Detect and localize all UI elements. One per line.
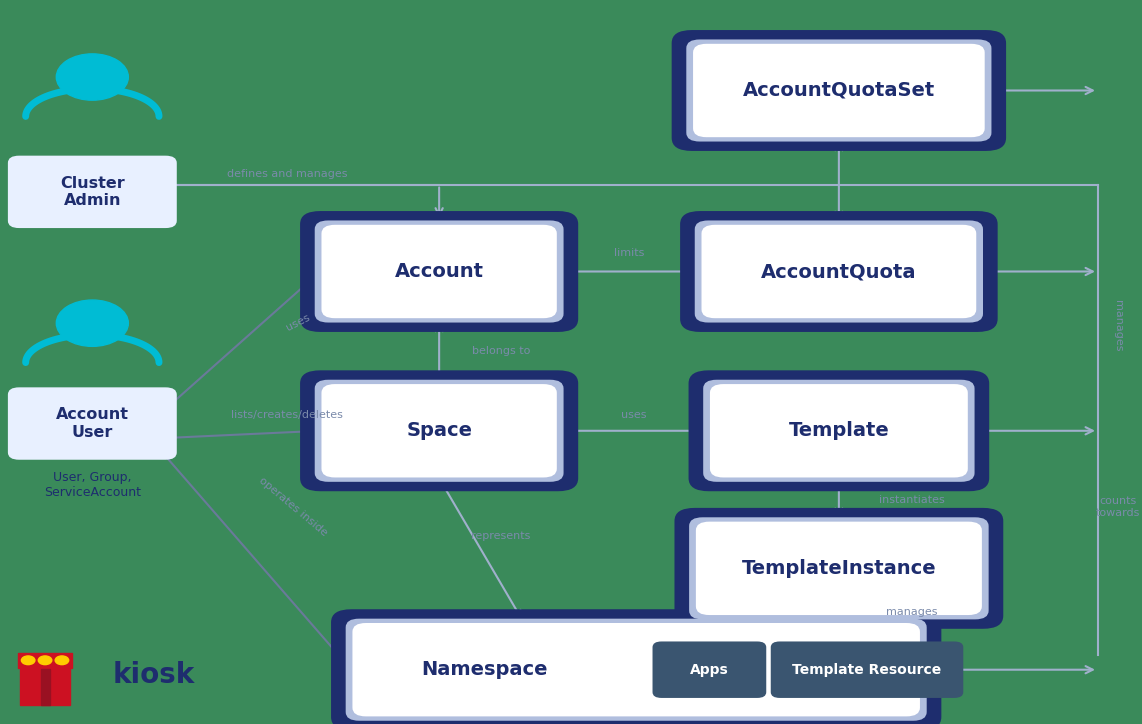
FancyBboxPatch shape (315, 220, 563, 323)
Circle shape (22, 656, 35, 665)
Text: AccountQuotaSet: AccountQuotaSet (742, 81, 935, 100)
Text: Template: Template (788, 421, 890, 440)
Text: Account: Account (395, 262, 484, 281)
FancyArrowPatch shape (835, 481, 843, 515)
Text: User, Group,
ServiceAccount: User, Group, ServiceAccount (43, 471, 140, 499)
Text: instantiates: instantiates (879, 494, 944, 505)
FancyBboxPatch shape (300, 370, 578, 491)
Text: AccountQuota: AccountQuota (761, 262, 917, 281)
Text: uses: uses (620, 410, 646, 420)
FancyArrowPatch shape (995, 87, 1093, 94)
FancyBboxPatch shape (686, 39, 991, 142)
Text: manages: manages (1113, 300, 1123, 352)
FancyBboxPatch shape (322, 225, 557, 319)
Text: Namespace: Namespace (421, 660, 547, 679)
FancyArrowPatch shape (731, 616, 836, 625)
Text: Cluster
Admin: Cluster Admin (61, 176, 124, 208)
Text: manages: manages (886, 607, 938, 617)
Text: Template Resource: Template Resource (793, 662, 942, 677)
FancyArrowPatch shape (561, 427, 703, 434)
Text: defines and manages: defines and manages (227, 169, 347, 179)
Circle shape (55, 656, 69, 665)
Text: uses: uses (284, 312, 312, 332)
FancyArrowPatch shape (168, 275, 316, 407)
FancyBboxPatch shape (671, 30, 1006, 151)
FancyArrowPatch shape (986, 268, 1093, 275)
FancyBboxPatch shape (331, 610, 941, 724)
FancyBboxPatch shape (689, 370, 989, 491)
FancyBboxPatch shape (652, 641, 766, 698)
FancyArrowPatch shape (168, 428, 315, 438)
FancyBboxPatch shape (8, 156, 177, 228)
Circle shape (39, 656, 51, 665)
Text: operates inside: operates inside (257, 476, 329, 538)
FancyArrowPatch shape (435, 188, 443, 215)
Text: lists/creates/deletes: lists/creates/deletes (231, 410, 343, 420)
FancyBboxPatch shape (693, 44, 984, 138)
Bar (40, 669, 49, 705)
FancyArrowPatch shape (435, 324, 443, 381)
FancyBboxPatch shape (675, 508, 1004, 628)
Text: TemplateInstance: TemplateInstance (741, 559, 936, 578)
FancyBboxPatch shape (322, 384, 557, 478)
FancyBboxPatch shape (771, 641, 964, 698)
FancyBboxPatch shape (681, 211, 998, 332)
FancyBboxPatch shape (315, 379, 563, 482)
FancyBboxPatch shape (300, 211, 578, 332)
FancyBboxPatch shape (353, 623, 920, 717)
FancyBboxPatch shape (701, 225, 976, 319)
FancyBboxPatch shape (695, 521, 982, 615)
FancyArrowPatch shape (978, 427, 1093, 434)
FancyBboxPatch shape (703, 379, 974, 482)
Text: counts
towards: counts towards (1096, 496, 1141, 518)
Circle shape (56, 54, 128, 100)
FancyBboxPatch shape (8, 387, 177, 460)
FancyBboxPatch shape (710, 384, 967, 478)
FancyBboxPatch shape (694, 220, 983, 323)
FancyArrowPatch shape (930, 666, 1093, 673)
Text: Account
User: Account User (56, 408, 129, 439)
FancyArrowPatch shape (168, 458, 348, 666)
Text: limits: limits (614, 248, 644, 258)
Circle shape (56, 300, 128, 346)
Bar (18, 653, 72, 668)
FancyBboxPatch shape (689, 518, 989, 620)
Text: Apps: Apps (690, 662, 729, 677)
Text: represents: represents (472, 531, 531, 541)
FancyBboxPatch shape (346, 618, 926, 721)
Text: Space: Space (407, 421, 472, 440)
FancyArrowPatch shape (441, 481, 521, 618)
Text: kiosk: kiosk (113, 661, 195, 689)
FancyArrowPatch shape (835, 143, 843, 219)
Text: belongs to: belongs to (472, 346, 530, 356)
FancyArrowPatch shape (561, 268, 695, 275)
Bar (21, 669, 70, 705)
